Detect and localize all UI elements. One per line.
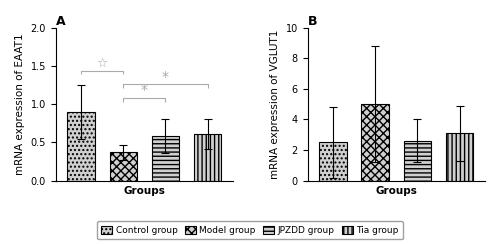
- Text: ☆: ☆: [96, 57, 108, 70]
- Bar: [404, 141, 431, 181]
- Text: *: *: [162, 70, 169, 83]
- X-axis label: Groups: Groups: [124, 186, 166, 196]
- X-axis label: Groups: Groups: [376, 186, 417, 196]
- Text: A: A: [56, 15, 66, 28]
- Y-axis label: mRNA expression of EAAT1: mRNA expression of EAAT1: [15, 33, 25, 175]
- Text: *: *: [141, 83, 148, 97]
- Bar: [110, 152, 137, 181]
- Text: B: B: [308, 15, 317, 28]
- Bar: [68, 112, 94, 181]
- Bar: [194, 134, 222, 181]
- Bar: [362, 104, 389, 181]
- Legend: Control group, Model group, JPZDD group, Tia group: Control group, Model group, JPZDD group,…: [97, 222, 403, 240]
- Bar: [319, 142, 346, 181]
- Y-axis label: mRNA expression of VGLUT1: mRNA expression of VGLUT1: [270, 30, 280, 179]
- Bar: [446, 133, 473, 181]
- Bar: [152, 136, 179, 181]
